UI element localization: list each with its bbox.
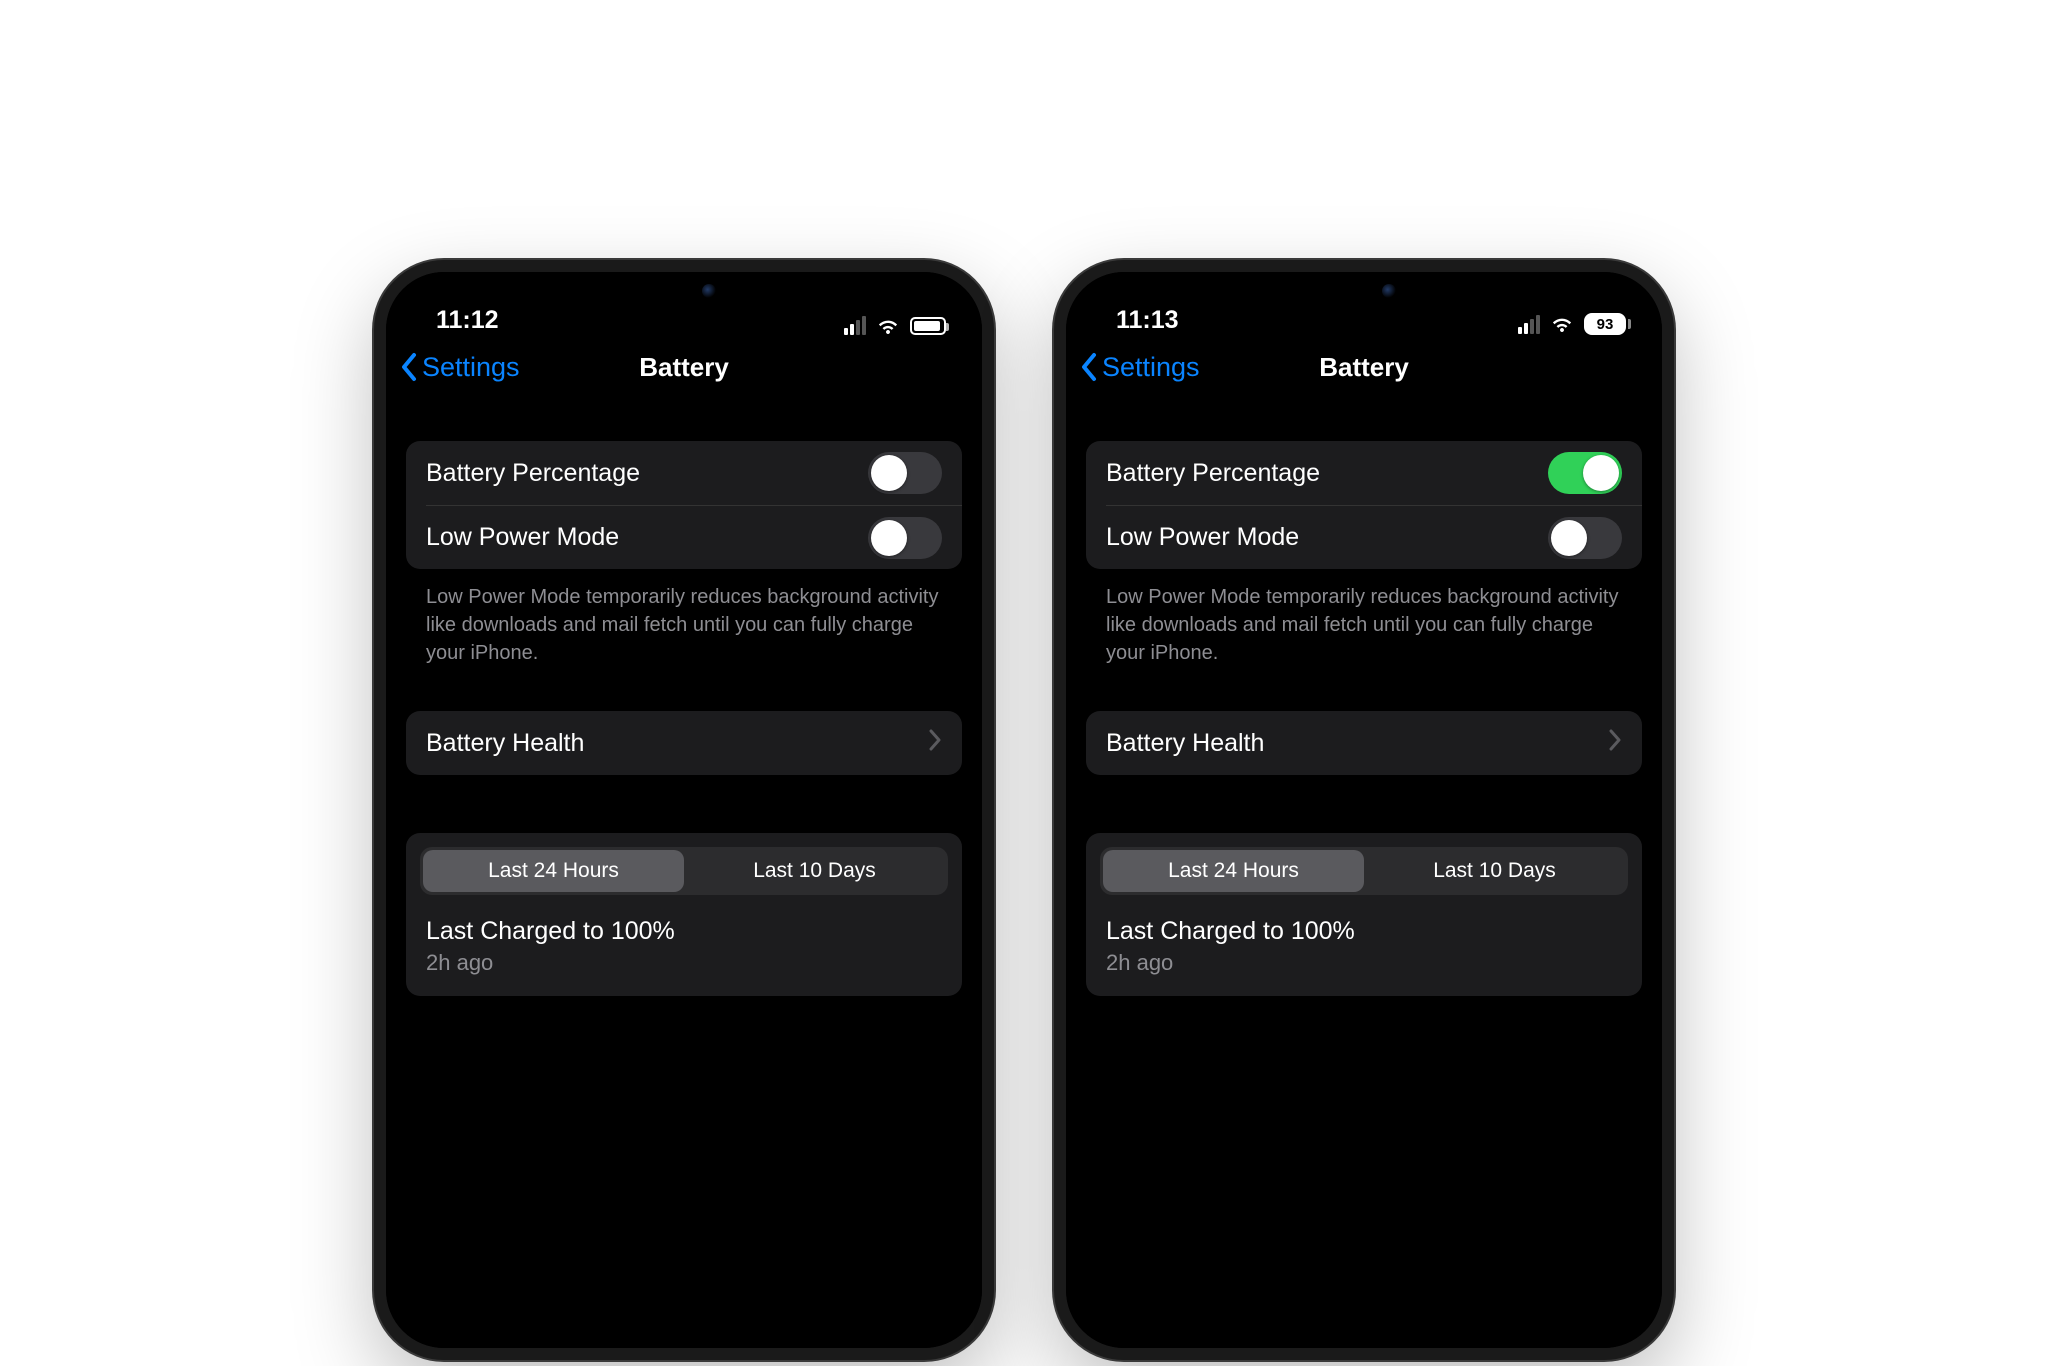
toggle-group: Battery Percentage Low Power Mode	[1086, 441, 1642, 569]
wifi-icon	[1550, 315, 1574, 333]
status-time: 11:12	[436, 306, 499, 335]
cellular-signal-icon	[844, 316, 866, 335]
usage-panel: Last 24 Hours Last 10 Days Last Charged …	[406, 833, 962, 996]
page-title: Battery	[639, 352, 729, 383]
low-power-mode-row[interactable]: Low Power Mode	[426, 505, 962, 569]
low-power-mode-label: Low Power Mode	[426, 523, 619, 552]
notch	[1264, 272, 1464, 310]
screen: 11:13 93 Settings Battery Battery Percen…	[1066, 272, 1662, 1348]
battery-percentage-toggle[interactable]	[868, 452, 942, 494]
cellular-signal-icon	[1518, 315, 1540, 334]
battery-icon	[910, 317, 946, 335]
tab-last-10-days[interactable]: Last 10 Days	[1364, 850, 1625, 892]
last-charged: Last Charged to 100% 2h ago	[1100, 895, 1628, 976]
battery-percentage-label: Battery Percentage	[1106, 459, 1320, 488]
battery-health-label: Battery Health	[1106, 729, 1264, 758]
chevron-left-icon	[400, 352, 418, 382]
low-power-mode-toggle[interactable]	[868, 517, 942, 559]
phone-right: 11:13 93 Settings Battery Battery Percen…	[1054, 260, 1674, 1360]
page-title: Battery	[1319, 352, 1409, 383]
battery-health-row[interactable]: Battery Health	[406, 711, 962, 775]
battery-health-group: Battery Health	[406, 711, 962, 775]
nav-bar: Settings Battery	[386, 337, 982, 397]
content: Battery Percentage Low Power Mode Low Po…	[386, 397, 982, 996]
nav-bar: Settings Battery	[1066, 337, 1662, 397]
wifi-icon	[876, 317, 900, 335]
battery-percentage-toggle[interactable]	[1548, 452, 1622, 494]
tab-last-10-days[interactable]: Last 10 Days	[684, 850, 945, 892]
status-time: 11:13	[1116, 306, 1179, 335]
last-charged-title: Last Charged to 100%	[1106, 917, 1622, 946]
status-right: 93	[1518, 313, 1626, 335]
battery-health-group: Battery Health	[1086, 711, 1642, 775]
battery-health-row[interactable]: Battery Health	[1086, 711, 1642, 775]
time-range-segmented[interactable]: Last 24 Hours Last 10 Days	[420, 847, 948, 895]
phone-left: 11:12 Settings Battery Battery Per	[374, 260, 994, 1360]
back-button[interactable]: Settings	[400, 352, 520, 383]
tab-last-24-hours[interactable]: Last 24 Hours	[1103, 850, 1364, 892]
battery-fill	[914, 321, 940, 331]
front-camera	[1382, 284, 1396, 298]
tab-last-24-hours[interactable]: Last 24 Hours	[423, 850, 684, 892]
content: Battery Percentage Low Power Mode Low Po…	[1066, 397, 1662, 996]
screen: 11:12 Settings Battery Battery Per	[386, 272, 982, 1348]
chevron-right-icon	[928, 729, 942, 758]
status-right	[844, 316, 946, 335]
low-power-mode-footer: Low Power Mode temporarily reduces backg…	[1086, 569, 1642, 667]
back-label: Settings	[422, 352, 520, 383]
back-button[interactable]: Settings	[1080, 352, 1200, 383]
last-charged: Last Charged to 100% 2h ago	[420, 895, 948, 976]
low-power-mode-label: Low Power Mode	[1106, 523, 1299, 552]
chevron-left-icon	[1080, 352, 1098, 382]
battery-percentage-row[interactable]: Battery Percentage	[1086, 441, 1642, 505]
low-power-mode-toggle[interactable]	[1548, 517, 1622, 559]
notch	[584, 272, 784, 310]
low-power-mode-footer: Low Power Mode temporarily reduces backg…	[406, 569, 962, 667]
chevron-right-icon	[1608, 729, 1622, 758]
battery-percentage-row[interactable]: Battery Percentage	[406, 441, 962, 505]
battery-percentage-icon: 93	[1584, 313, 1626, 335]
time-range-segmented[interactable]: Last 24 Hours Last 10 Days	[1100, 847, 1628, 895]
last-charged-subtitle: 2h ago	[426, 950, 942, 976]
low-power-mode-row[interactable]: Low Power Mode	[1106, 505, 1642, 569]
last-charged-title: Last Charged to 100%	[426, 917, 942, 946]
back-label: Settings	[1102, 352, 1200, 383]
toggle-group: Battery Percentage Low Power Mode	[406, 441, 962, 569]
battery-health-label: Battery Health	[426, 729, 584, 758]
usage-panel: Last 24 Hours Last 10 Days Last Charged …	[1086, 833, 1642, 996]
battery-percentage-label: Battery Percentage	[426, 459, 640, 488]
last-charged-subtitle: 2h ago	[1106, 950, 1622, 976]
front-camera	[702, 284, 716, 298]
